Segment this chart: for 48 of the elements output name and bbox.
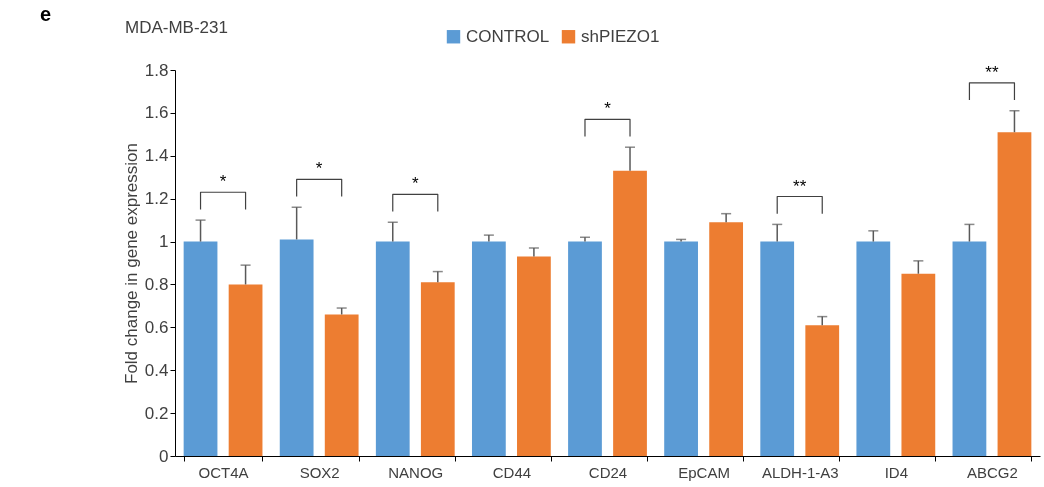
x-tick-label: NANOG [388,463,444,481]
x-tick-label: ALDH-1-A3 [761,463,839,481]
bar [568,241,602,456]
bar [613,170,647,456]
x-tick-label: CD24 [588,463,628,481]
annotation: ** [793,176,807,196]
y-axis-title: Fold change in gene expression [121,143,141,384]
bar [997,132,1032,456]
bar [805,325,840,456]
bar [471,241,506,456]
x-tick-label: ABCG2 [967,463,1018,481]
bar [375,241,410,456]
y-tick-label: 1 [159,232,169,252]
annotation: ** [985,62,999,82]
y-tick-label: 0.4 [144,360,169,380]
text: e [40,3,52,25]
y-tick-label: 1.2 [144,189,169,209]
legend-label: CONTROL [466,26,550,46]
bar [279,239,314,456]
bar [420,282,455,456]
x-tick-label: SOX2 [299,463,340,481]
bar [517,256,551,456]
y-tick-label: 1.8 [144,60,169,80]
bar [901,273,936,456]
bar [664,241,698,456]
y-tick-label: 0.2 [144,403,169,423]
annotation: * [411,174,419,194]
annotation: * [315,159,323,179]
y-tick-label: 0.6 [144,317,169,337]
bar [183,241,218,456]
x-tick-label: OCT4A [198,463,249,481]
bar [324,314,359,456]
bar [760,241,795,456]
x-tick-label: ID4 [884,463,909,481]
bar [709,222,744,456]
annotation: * [219,172,227,192]
bar [228,284,263,456]
x-tick-label: EpCAM [678,463,730,481]
bar [856,241,891,456]
y-tick-label: 1.4 [144,146,169,166]
chart-title: MDA-MB-231 [125,18,228,37]
y-tick-label: 0.8 [144,274,169,294]
y-tick-label: 1.6 [144,103,169,123]
y-tick-label: 0 [159,446,169,466]
x-tick-label: CD44 [492,463,532,481]
annotation: * [604,99,612,119]
bar [952,241,987,456]
legend-label: shPIEZO1 [581,26,660,46]
